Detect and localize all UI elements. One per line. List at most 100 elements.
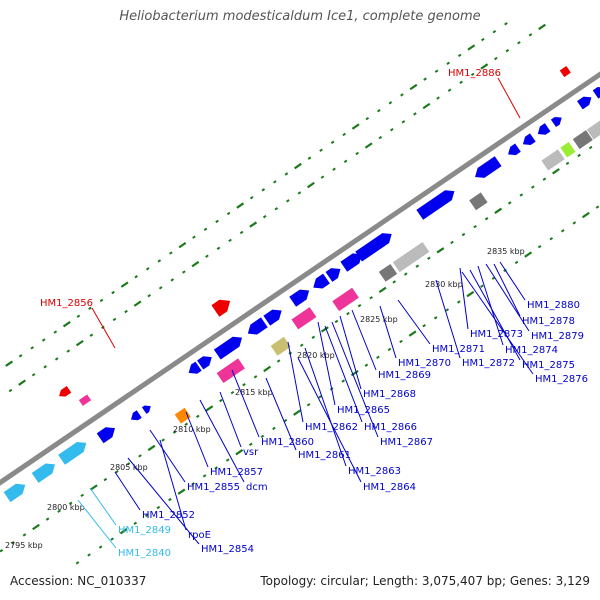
outer-tick-line-mark xyxy=(262,214,267,219)
gene-label: HM1_2872 xyxy=(462,358,515,369)
gene-label: HM1_2873 xyxy=(470,329,523,340)
outer-tick-line-mark xyxy=(377,109,381,113)
outer-tick-line-mark xyxy=(447,88,452,92)
inner-tick-line-mark xyxy=(507,201,512,205)
gene-label: HM1_2855 xyxy=(187,482,240,493)
inner-tick-line-mark xyxy=(450,240,454,245)
outer-tick-line-mark xyxy=(158,286,163,290)
inner-tick-line-mark xyxy=(103,477,108,482)
inner-tick-line-mark xyxy=(514,260,519,265)
inner-tick-line-mark xyxy=(133,521,138,525)
inner-tick-line-mark xyxy=(283,418,288,423)
outer-tick-line-mark xyxy=(505,48,510,53)
outer-tick-line-mark xyxy=(89,333,94,337)
gene-feature-32-shape xyxy=(572,130,593,150)
inner-tick-line-mark xyxy=(161,438,165,442)
gene-feature-35-shape xyxy=(592,87,600,99)
outer-tick-line-mark xyxy=(388,101,393,105)
inner-tick-line-mark xyxy=(306,403,311,407)
inner-tick-line-mark xyxy=(392,280,397,284)
gene-feature-23-shape xyxy=(416,190,455,220)
inner-tick-line-mark xyxy=(156,505,161,510)
inner-tick-line-mark xyxy=(145,513,149,518)
gene-hm1-2886-shape xyxy=(559,66,571,78)
gene-label: HM1_2874 xyxy=(505,345,558,356)
outer-tick-line-mark xyxy=(436,96,440,100)
kbp-label: 2835 kbp xyxy=(487,247,525,256)
outer-tick-line-mark xyxy=(351,123,360,130)
outer-tick-line-mark xyxy=(273,180,277,184)
gene-feature-5 xyxy=(141,405,151,414)
outer-tick-line-mark xyxy=(342,132,346,137)
outer-tick-line-mark xyxy=(66,349,71,353)
inner-tick-line-mark xyxy=(422,324,426,328)
leader-line xyxy=(477,265,504,346)
outer-tick-line-mark xyxy=(239,230,244,235)
inner-tick-line-mark xyxy=(219,398,223,403)
outer-tick-line-mark xyxy=(88,306,92,311)
inner-tick-line-mark xyxy=(484,217,489,221)
inner-tick-line-mark xyxy=(552,168,560,175)
outer-tick-line-mark xyxy=(147,294,151,298)
gene-label: dcm xyxy=(246,482,268,493)
outer-tick-line-mark xyxy=(99,298,104,303)
leader-line xyxy=(331,321,379,438)
outer-tick-line-mark xyxy=(30,346,34,350)
outer-tick-line-mark xyxy=(111,290,115,295)
inner-tick-line-mark xyxy=(408,330,417,337)
outer-tick-line-mark xyxy=(401,120,406,124)
gene-feature-8 xyxy=(197,356,212,370)
gene-feature-30 xyxy=(541,149,565,171)
outer-tick-line-mark xyxy=(170,278,175,282)
gene-feature-7 xyxy=(188,361,202,374)
gene-label: HM1_2876 xyxy=(535,374,588,385)
outer-tick-line-mark xyxy=(228,238,232,243)
inner-tick-line-mark xyxy=(299,343,304,347)
inner-tick-line-mark xyxy=(98,545,103,549)
inner-tick-line-mark xyxy=(346,311,350,316)
outer-tick-line-mark xyxy=(226,211,231,216)
inner-tick-line-mark xyxy=(311,335,316,339)
kbp-label: 2795 kbp xyxy=(5,541,43,550)
gene-feature-19-shape xyxy=(340,253,362,272)
outer-tick-line-mark xyxy=(319,148,323,152)
gene-feature-24-shape xyxy=(469,192,488,211)
gene-feature-11 xyxy=(263,309,282,326)
inner-tick-line-mark xyxy=(230,390,235,395)
gene-feature-15-shape xyxy=(289,289,310,307)
outer-tick-line-mark xyxy=(76,314,81,318)
outer-tick-line-mark xyxy=(307,156,312,160)
inner-tick-line-mark xyxy=(357,303,362,308)
gene-feature-10-shape xyxy=(247,317,268,335)
outer-tick-line-mark xyxy=(492,29,497,34)
inner-tick-line-mark xyxy=(293,409,301,416)
outer-tick-line-mark xyxy=(205,254,209,258)
inner-tick-line-mark xyxy=(214,466,218,470)
gene-feature-4 xyxy=(130,410,142,421)
gene-feature-25 xyxy=(475,156,502,178)
outer-tick-line-mark xyxy=(41,338,46,342)
outer-tick-line-mark xyxy=(423,77,427,81)
gene-label: HM1_2870 xyxy=(398,358,451,369)
gene-feature-29 xyxy=(550,117,562,128)
leader-line xyxy=(469,269,521,361)
gene-feature-17 xyxy=(325,268,341,282)
gene-hm1-2856-shape-shape xyxy=(211,299,231,317)
gene-outer-small-shape xyxy=(78,394,92,406)
inner-tick-line-mark xyxy=(318,395,322,399)
inner-tick-line-mark xyxy=(115,469,119,474)
inner-tick-line-mark xyxy=(581,211,590,219)
outer-tick-line-mark xyxy=(203,227,208,231)
gene-feature-9 xyxy=(213,336,243,360)
inner-tick-line-mark xyxy=(202,474,207,478)
outer-tick-line-mark xyxy=(18,379,26,386)
gene-feature-13-shape xyxy=(270,336,291,356)
outer-tick-line-mark xyxy=(364,142,373,149)
kbp-label: 2815 kbp xyxy=(235,388,273,397)
outer-tick-line-mark xyxy=(528,33,533,37)
inner-tick-line-mark xyxy=(387,347,392,352)
inner-tick-line-mark xyxy=(172,430,177,434)
leader-line xyxy=(231,369,260,438)
inner-tick-line-mark xyxy=(341,379,346,383)
